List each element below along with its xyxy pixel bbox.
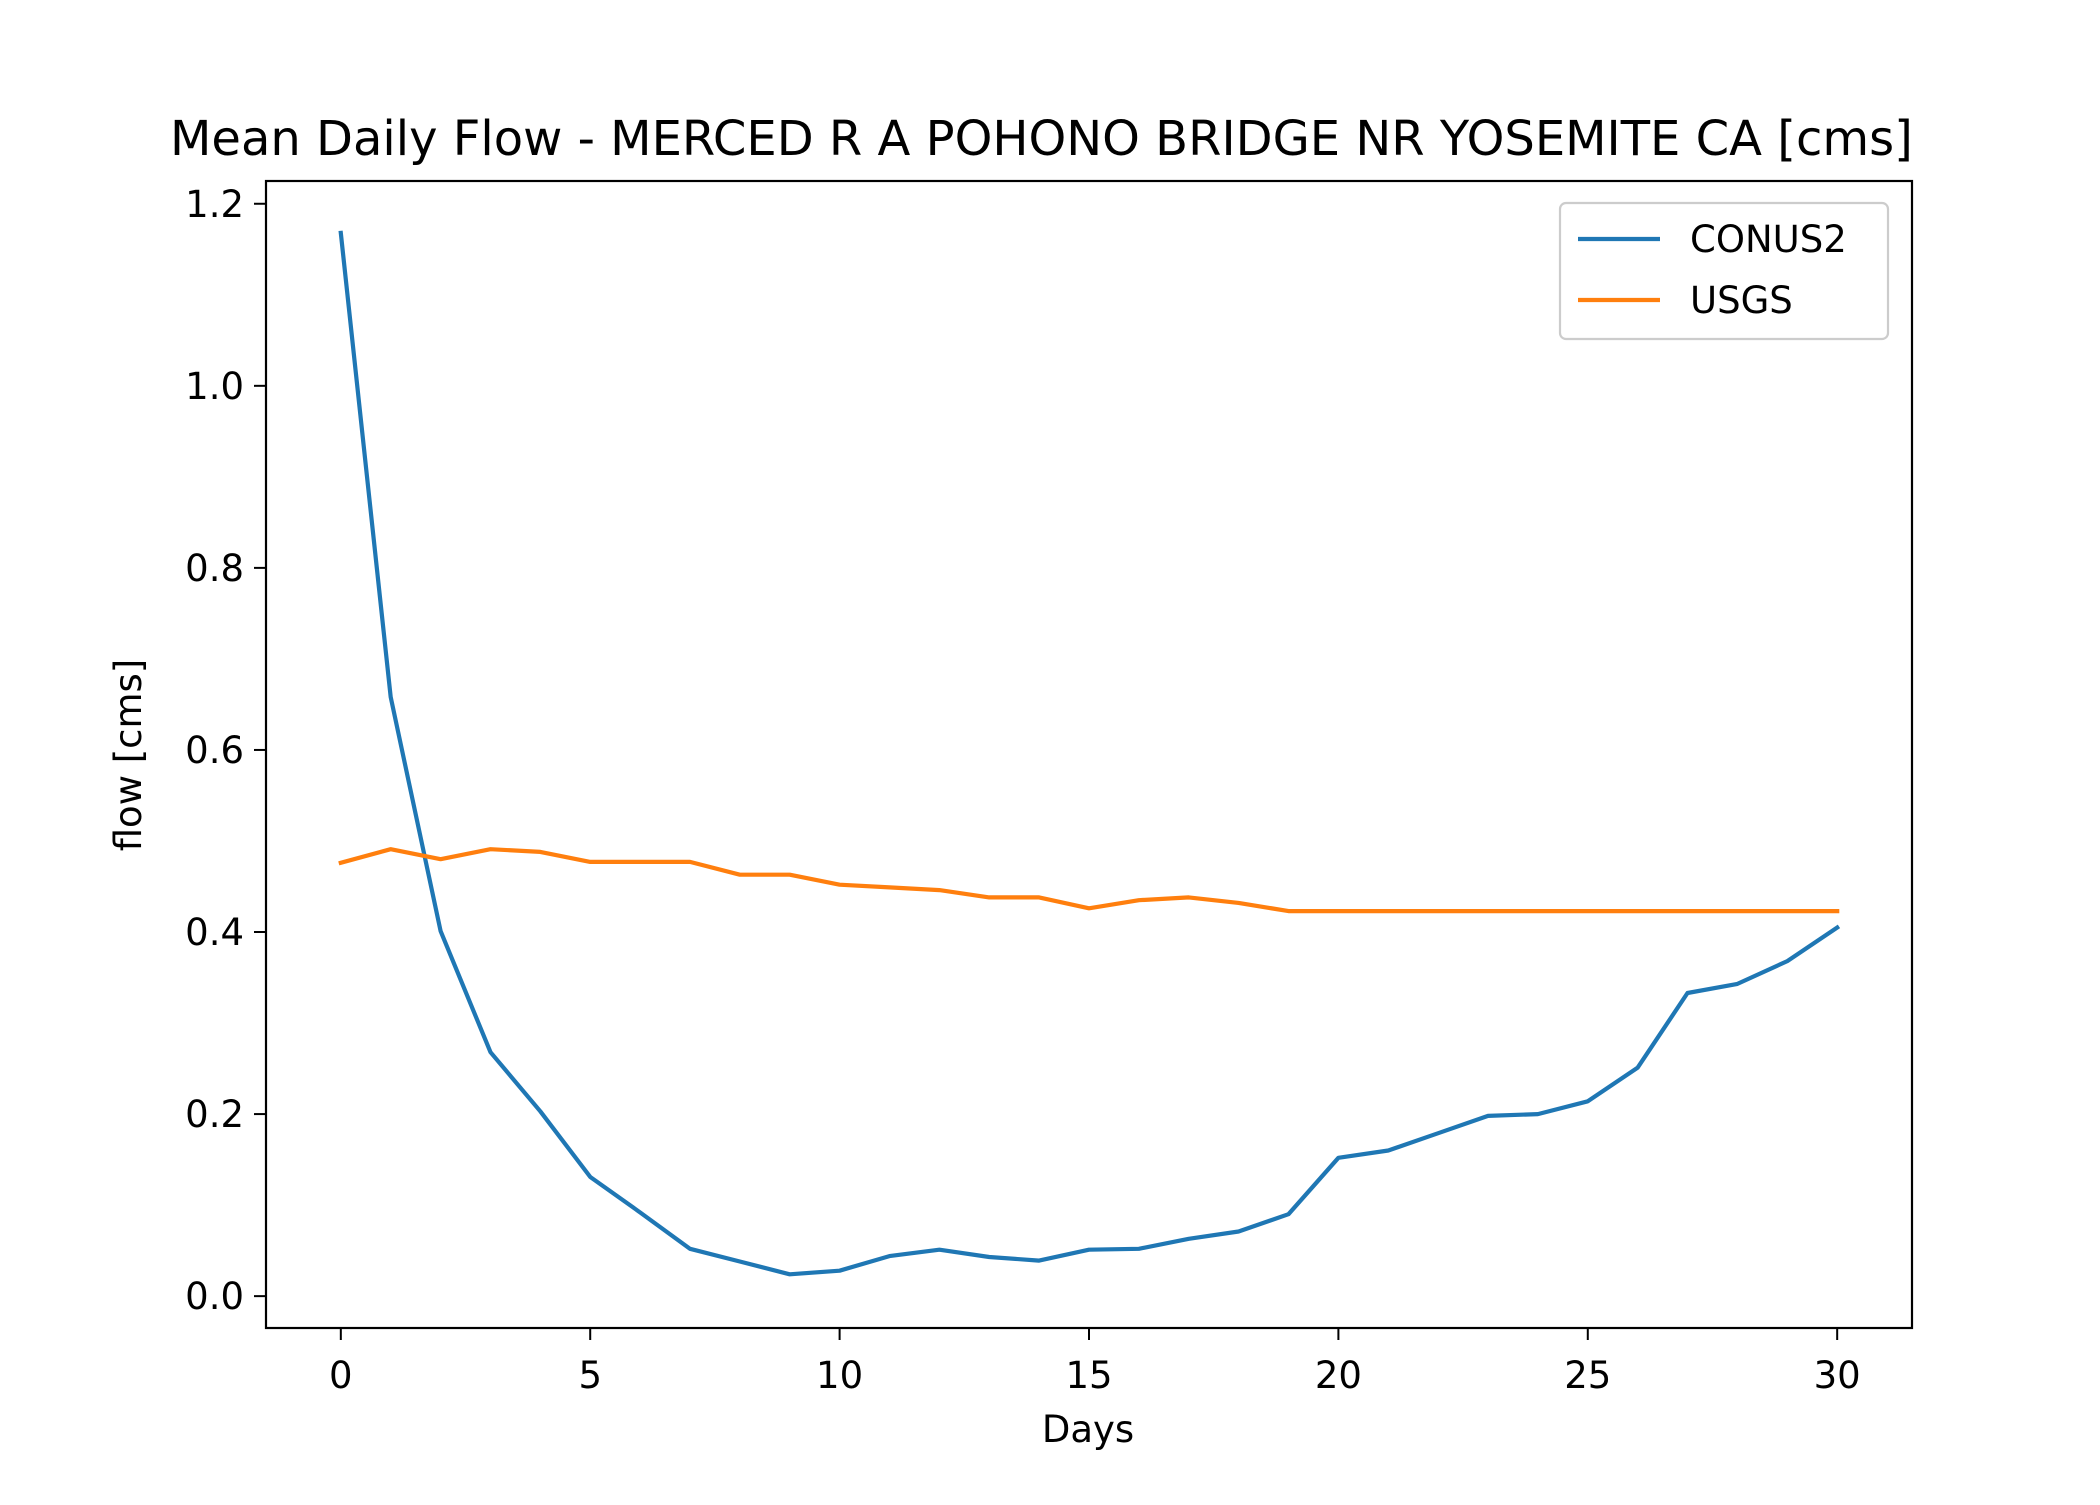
x-tick-label: 30 (1814, 1354, 1861, 1397)
y-tick-label: 0.2 (185, 1093, 244, 1136)
x-tick-label: 20 (1315, 1354, 1362, 1397)
y-tick-label: 0.4 (185, 911, 244, 954)
series-line-usgs (338, 847, 1840, 914)
x-axis-label: Days (1042, 1408, 1134, 1451)
legend-label-conus2: CONUS2 (1690, 218, 1847, 261)
legend-label-usgs: USGS (1690, 279, 1793, 322)
series-line-conus2 (338, 230, 1841, 1277)
legend: CONUS2 USGS (1558, 201, 1890, 341)
x-tick-label: 10 (816, 1354, 863, 1397)
chart-title: Mean Daily Flow - MERCED R A POHONO BRID… (170, 111, 1913, 167)
plot-frame (264, 179, 1914, 1330)
y-tick-label: 0.0 (185, 1275, 244, 1318)
x-tick-label: 25 (1564, 1354, 1611, 1397)
x-tick-label: 5 (578, 1354, 602, 1397)
y-tick-label: 1.2 (185, 183, 244, 226)
y-tick-label: 0.6 (185, 729, 244, 772)
y-axis-label: flow [cms] (107, 659, 150, 852)
y-tick-label: 1.0 (185, 365, 244, 408)
x-tick-label: 15 (1065, 1354, 1112, 1397)
y-tick-label: 0.8 (185, 547, 244, 590)
plot-area: 0 5 10 15 20 25 30 0.0 0.2 0.4 0.6 0.8 1.0 1.2 (185, 179, 1914, 1397)
x-tick-label: 0 (329, 1354, 353, 1397)
